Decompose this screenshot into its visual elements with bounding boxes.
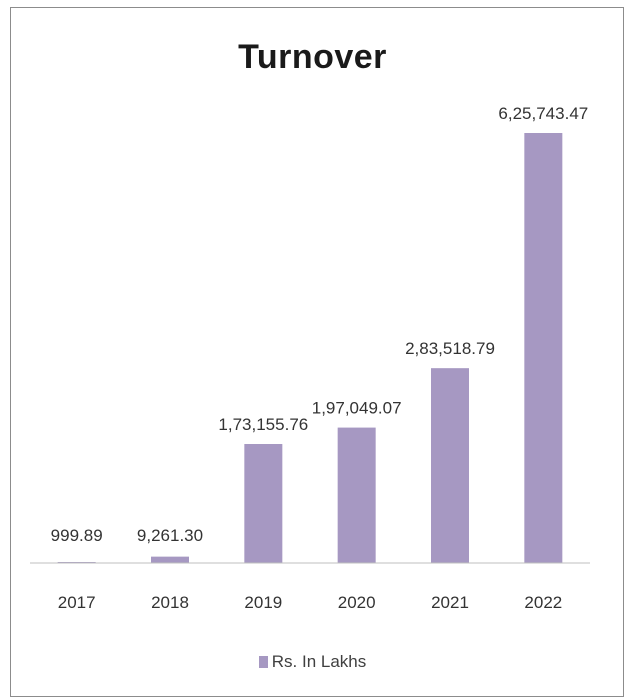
x-tick-label-2019: 2019 (244, 593, 282, 612)
data-label-2022: 6,25,743.47 (498, 104, 588, 123)
bars-layer (57, 133, 563, 563)
bar-2018 (151, 556, 189, 563)
data-label-2021: 2,83,518.79 (405, 339, 495, 358)
chart-frame (10, 7, 624, 697)
x-tick-label-2017: 2017 (58, 593, 96, 612)
legend-label: Rs. In Lakhs (271, 652, 367, 671)
bar-2021 (431, 368, 469, 563)
chart-title: Turnover (238, 38, 387, 76)
bar-2019 (244, 444, 283, 563)
legend: Rs. In Lakhs (0, 652, 625, 672)
labels-layer: 999.89 2017 9,261.30 2018 1,73,155.76 2019 1,9… (51, 104, 589, 612)
x-tick-label-2018: 2018 (151, 593, 189, 612)
data-label-2019: 1,73,155.76 (218, 415, 308, 434)
data-label-2018: 9,261.30 (137, 526, 203, 545)
data-label-2017: 999.89 (51, 526, 103, 545)
x-tick-label-2021: 2021 (431, 593, 469, 612)
data-label-2020: 1,97,049.07 (312, 399, 402, 418)
bar-2022 (524, 133, 563, 563)
bar-2020 (337, 427, 376, 563)
legend-swatch (258, 656, 268, 668)
x-tick-label-2020: 2020 (338, 593, 376, 612)
x-tick-label-2022: 2022 (524, 593, 562, 612)
